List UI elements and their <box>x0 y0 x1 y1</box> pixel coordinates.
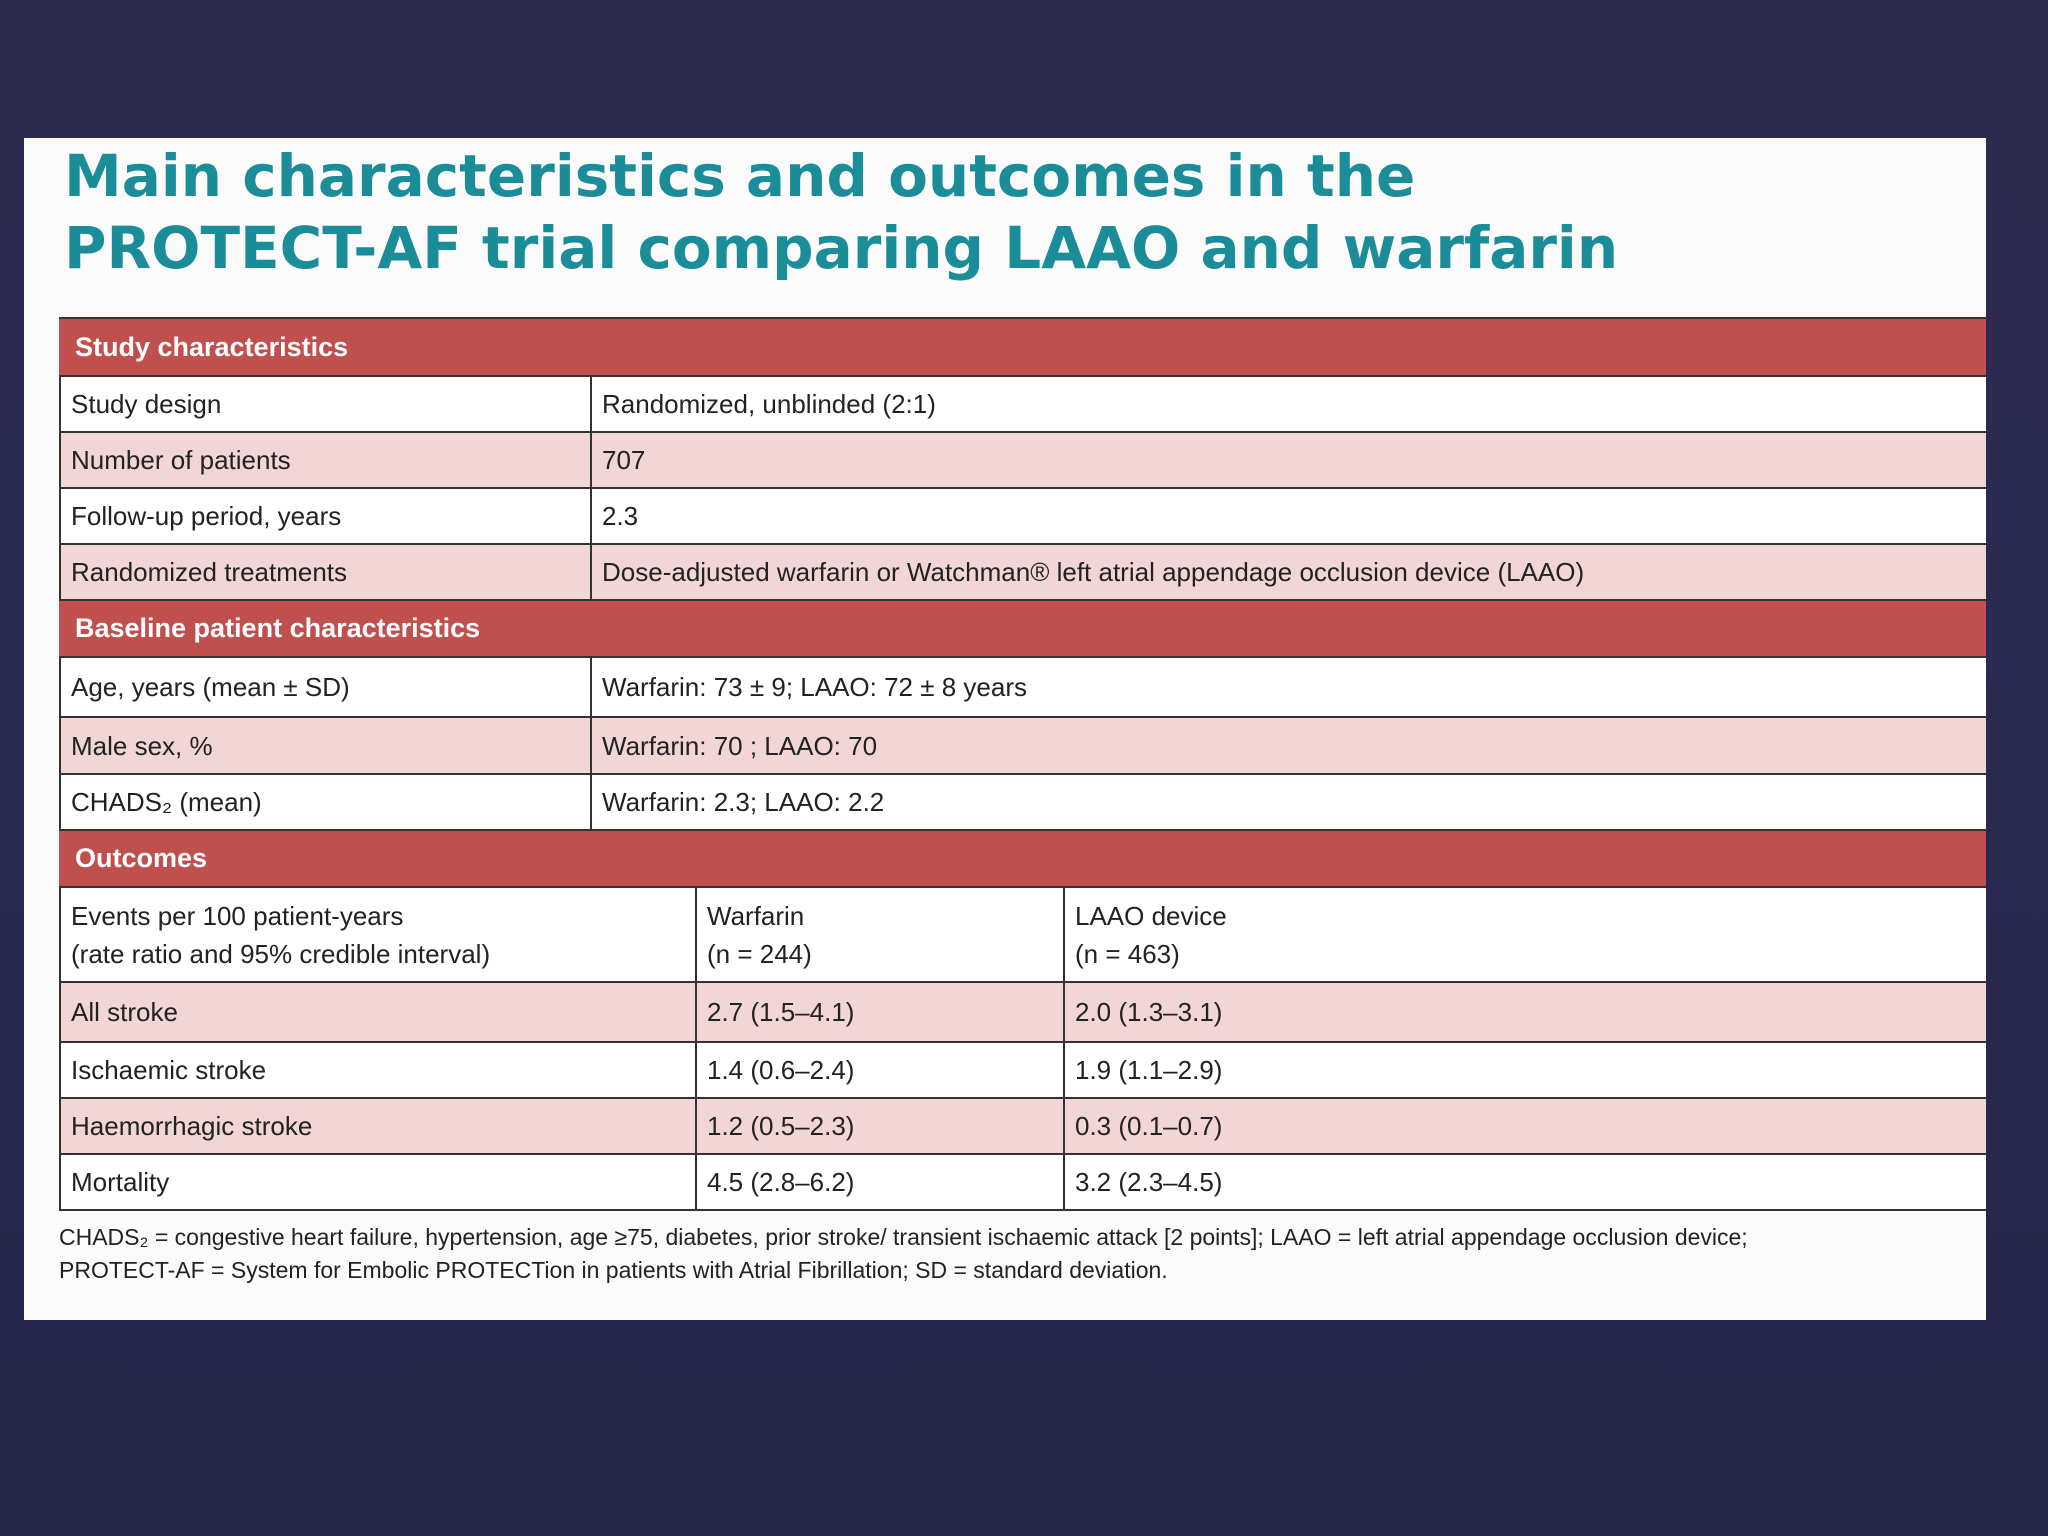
table-row: Follow-up period, years 2.3 <box>59 489 1986 545</box>
table-cell: 1.2 (0.5–2.3) <box>695 1099 1063 1153</box>
table: Study characteristics Study design Randomi… <box>59 317 1986 1211</box>
table-row: Study design Randomized, unblinded (2:1) <box>59 377 1986 433</box>
table-cell: Warfarin: 73 ± 9; LAAO: 72 ± 8 years <box>590 658 1986 716</box>
section-heading: Outcomes <box>59 831 1986 888</box>
table-row: Male sex, % Warfarin: 70 ; LAAO: 70 <box>59 718 1986 775</box>
table-row: All stroke 2.7 (1.5–4.1) 2.0 (1.3–3.1) <box>59 983 1986 1043</box>
table-cell: Age, years (mean ± SD) <box>59 658 590 716</box>
table-cell: CHADS₂ (mean) <box>59 775 590 829</box>
footnote-line: CHADS₂ = congestive heart failure, hyper… <box>59 1224 1748 1250</box>
content-panel: Main characteristics and outcomes in the… <box>24 138 1986 1320</box>
table-cell: Study design <box>59 377 590 431</box>
table-cell: All stroke <box>59 983 695 1041</box>
table-row: CHADS₂ (mean) Warfarin: 2.3; LAAO: 2.2 <box>59 775 1986 831</box>
title-line: Main characteristics and outcomes in the <box>64 142 1416 210</box>
table-row: Haemorrhagic stroke 1.2 (0.5–2.3) 0.3 (0.1… <box>59 1099 1986 1155</box>
footnote: CHADS₂ = congestive heart failure, hyper… <box>59 1221 1979 1287</box>
table-row: Age, years (mean ± SD) Warfarin: 73 ± 9; … <box>59 658 1986 718</box>
slide-title: Main characteristics and outcomes in the… <box>64 138 1944 284</box>
table-cell: 3.2 (2.3–4.5) <box>1063 1155 1986 1209</box>
table-cell: Randomized treatments <box>59 545 590 599</box>
section-heading: Study characteristics <box>59 319 1986 377</box>
table-cell: 4.5 (2.8–6.2) <box>695 1155 1063 1209</box>
section-heading: Baseline patient characteristics <box>59 601 1986 658</box>
table-row: Mortality 4.5 (2.8–6.2) 3.2 (2.3–4.5) <box>59 1155 1986 1211</box>
column-header: LAAO device (n = 463) <box>1063 888 1986 981</box>
table-cell: 2.3 <box>590 489 1986 543</box>
column-header-row: Events per 100 patient-years (rate ratio… <box>59 888 1986 983</box>
table-cell: Male sex, % <box>59 718 590 773</box>
table-cell: Warfarin: 2.3; LAAO: 2.2 <box>590 775 1986 829</box>
table-cell: 0.3 (0.1–0.7) <box>1063 1099 1986 1153</box>
table-cell: Haemorrhagic stroke <box>59 1099 695 1153</box>
table-cell: Warfarin: 70 ; LAAO: 70 <box>590 718 1986 773</box>
table-cell: Follow-up period, years <box>59 489 590 543</box>
table-row: Ischaemic stroke 1.4 (0.6–2.4) 1.9 (1.1–2.… <box>59 1043 1986 1099</box>
table-cell: 707 <box>590 433 1986 487</box>
table-cell: 2.7 (1.5–4.1) <box>695 983 1063 1041</box>
footnote-line: PROTECT-AF = System for Embolic PROTECTi… <box>59 1257 1168 1283</box>
table-cell: Number of patients <box>59 433 590 487</box>
table-cell: 1.4 (0.6–2.4) <box>695 1043 1063 1097</box>
title-line: PROTECT-AF trial comparing LAAO and warf… <box>64 214 1619 282</box>
table-row: Number of patients 707 <box>59 433 1986 489</box>
column-header: Events per 100 patient-years (rate ratio… <box>59 888 695 981</box>
table-cell: 1.9 (1.1–2.9) <box>1063 1043 1986 1097</box>
table-cell: Ischaemic stroke <box>59 1043 695 1097</box>
table-row: Randomized treatments Dose-adjusted warfa… <box>59 545 1986 601</box>
table-cell: Mortality <box>59 1155 695 1209</box>
table-cell: 2.0 (1.3–3.1) <box>1063 983 1986 1041</box>
table-cell: Dose-adjusted warfarin or Watchman® left… <box>590 545 1986 599</box>
column-header: Warfarin (n = 244) <box>695 888 1063 981</box>
table-cell: Randomized, unblinded (2:1) <box>590 377 1986 431</box>
